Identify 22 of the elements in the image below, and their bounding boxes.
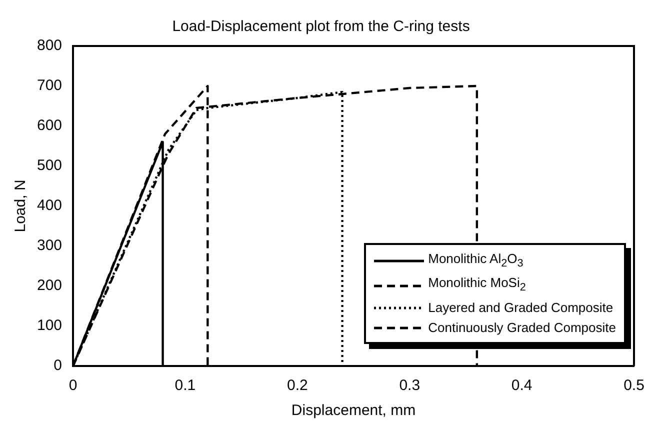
y-tick-label: 800	[36, 37, 62, 54]
x-tick-label: 0	[68, 377, 78, 394]
y-tick-label: 300	[36, 237, 62, 254]
y-tick-label: 0	[54, 357, 62, 374]
y-axis-title: Load, N	[12, 180, 30, 232]
y-tick-label: 600	[36, 117, 62, 134]
x-tick-label: 0.5	[624, 377, 644, 394]
y-tick-label: 200	[36, 277, 62, 294]
chart-title: Load-Displacement plot from the C-ring tests	[172, 18, 470, 36]
x-tick-label: 0.2	[286, 377, 308, 394]
legend-label: Continuously Graded Composite	[428, 319, 616, 337]
legend-label: Layered and Graded Composite	[428, 299, 614, 317]
legend-label: Monolithic MoSi$_{2}$	[428, 274, 526, 296]
x-axis-title: Displacement, mm	[291, 402, 416, 420]
y-tick-label: 700	[36, 77, 62, 94]
x-tick-label: 0.4	[511, 377, 532, 394]
y-tick-label: 400	[36, 197, 62, 214]
legend-label: Monolithic Al$_{2}$O$_{3}$	[428, 250, 524, 272]
x-tick-label: 0.1	[174, 377, 196, 394]
x-tick-label: 0.3	[399, 377, 420, 394]
y-tick-label: 100	[36, 317, 62, 334]
y-tick-label: 500	[36, 157, 62, 174]
